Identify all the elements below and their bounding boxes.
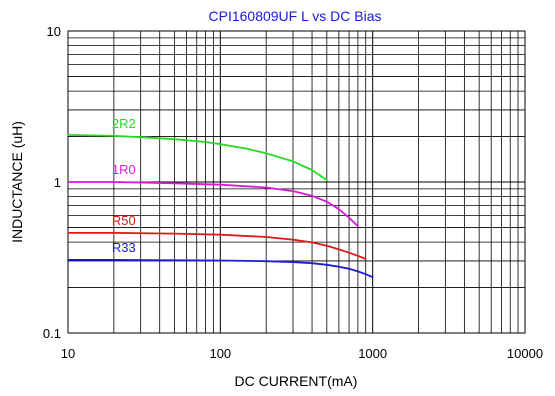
- series-line-r50: [67, 231, 367, 260]
- y-tick-labels: 0.1 1 10: [43, 24, 61, 341]
- series-layer: [67, 133, 374, 279]
- series-label-r50: R50: [112, 213, 136, 228]
- x-tick-label: 100: [209, 346, 231, 361]
- x-tick-label: 10: [61, 346, 75, 361]
- y-axis-label: INDUCTANCE (uH): [9, 121, 25, 243]
- x-axis-label: DC CURRENT(mA): [235, 373, 358, 389]
- x-tick-label: 10000: [507, 346, 543, 361]
- series-line-2r2: [67, 133, 328, 182]
- x-tick-labels: 10 100 1000 10000: [61, 346, 543, 361]
- series-label-1r0: 1R0: [112, 162, 136, 177]
- y-tick-label: 1: [54, 175, 61, 190]
- series-labels: 2R2 1R0 R50 R33: [112, 116, 136, 255]
- series-line-r33: [67, 258, 374, 279]
- y-tick-label: 10: [47, 24, 61, 39]
- chart-title: CPI160809UF L vs DC Bias: [209, 8, 382, 24]
- y-tick-label: 0.1: [43, 326, 61, 341]
- x-tick-label: 1000: [358, 346, 387, 361]
- series-label-r33: R33: [112, 240, 136, 255]
- series-line-1r0: [67, 181, 359, 228]
- series-label-2r2: 2R2: [112, 116, 136, 131]
